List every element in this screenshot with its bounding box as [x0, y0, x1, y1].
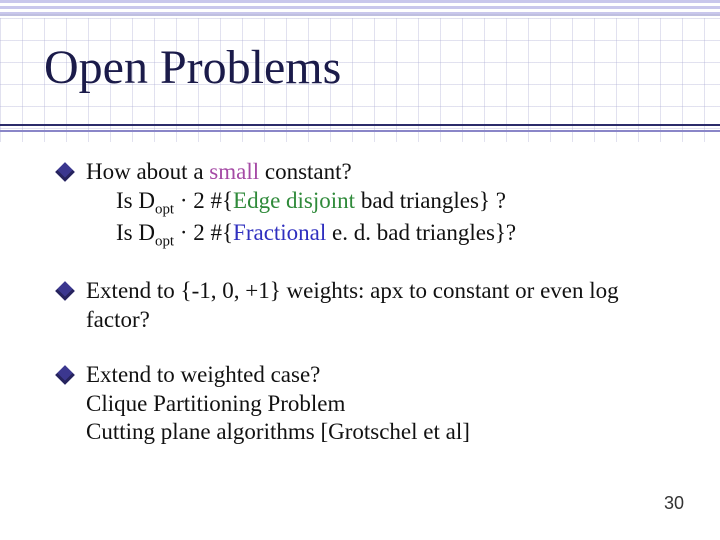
highlight-small: small	[209, 159, 259, 184]
bullet-icon	[55, 365, 75, 385]
text: constant?	[259, 159, 352, 184]
decor-topbar	[0, 0, 720, 16]
rule-line-lower	[0, 130, 720, 132]
bullet-3-line1: Extend to weighted case?	[86, 361, 680, 390]
text: Is D	[116, 220, 155, 245]
text: e. d. bad triangles}?	[326, 220, 516, 245]
bullet-3-line3: Cutting plane algorithms [Grotschel et a…	[86, 418, 680, 447]
slide-title: Open Problems	[44, 40, 341, 95]
bullet-icon	[55, 281, 75, 301]
highlight-edge: Edge disjoint	[233, 188, 355, 213]
text: bad triangles} ?	[355, 188, 506, 213]
bullet-2: Extend to {-1, 0, +1} weights: apx to co…	[86, 277, 680, 335]
slide-content: How about a small constant? Is Dopt · 2 …	[86, 158, 680, 473]
highlight-fractional: Fractional	[233, 220, 326, 245]
bullet-1: How about a small constant? Is Dopt · 2 …	[86, 158, 680, 251]
bullet-3-line2: Clique Partitioning Problem	[86, 390, 680, 419]
text: Is D	[116, 188, 155, 213]
subscript: opt	[155, 234, 174, 250]
bullet-icon	[55, 162, 75, 182]
page-number: 30	[664, 493, 684, 514]
bullet-3: Extend to weighted case? Clique Partitio…	[86, 361, 680, 447]
bullet-2-text: Extend to {-1, 0, +1} weights: apx to co…	[86, 277, 680, 335]
text: · 2 #{	[174, 188, 233, 213]
bullet-1-line3: Is Dopt · 2 #{Fractional e. d. bad trian…	[86, 219, 680, 251]
text: · 2 #{	[174, 220, 233, 245]
bullet-1-line1: How about a small constant?	[86, 158, 680, 187]
rule-line-upper	[0, 124, 720, 126]
slide: Open Problems How about a small constant…	[0, 0, 720, 540]
text: How about a	[86, 159, 209, 184]
subscript: opt	[155, 201, 174, 217]
bullet-1-line2: Is Dopt · 2 #{Edge disjoint bad triangle…	[86, 187, 680, 219]
